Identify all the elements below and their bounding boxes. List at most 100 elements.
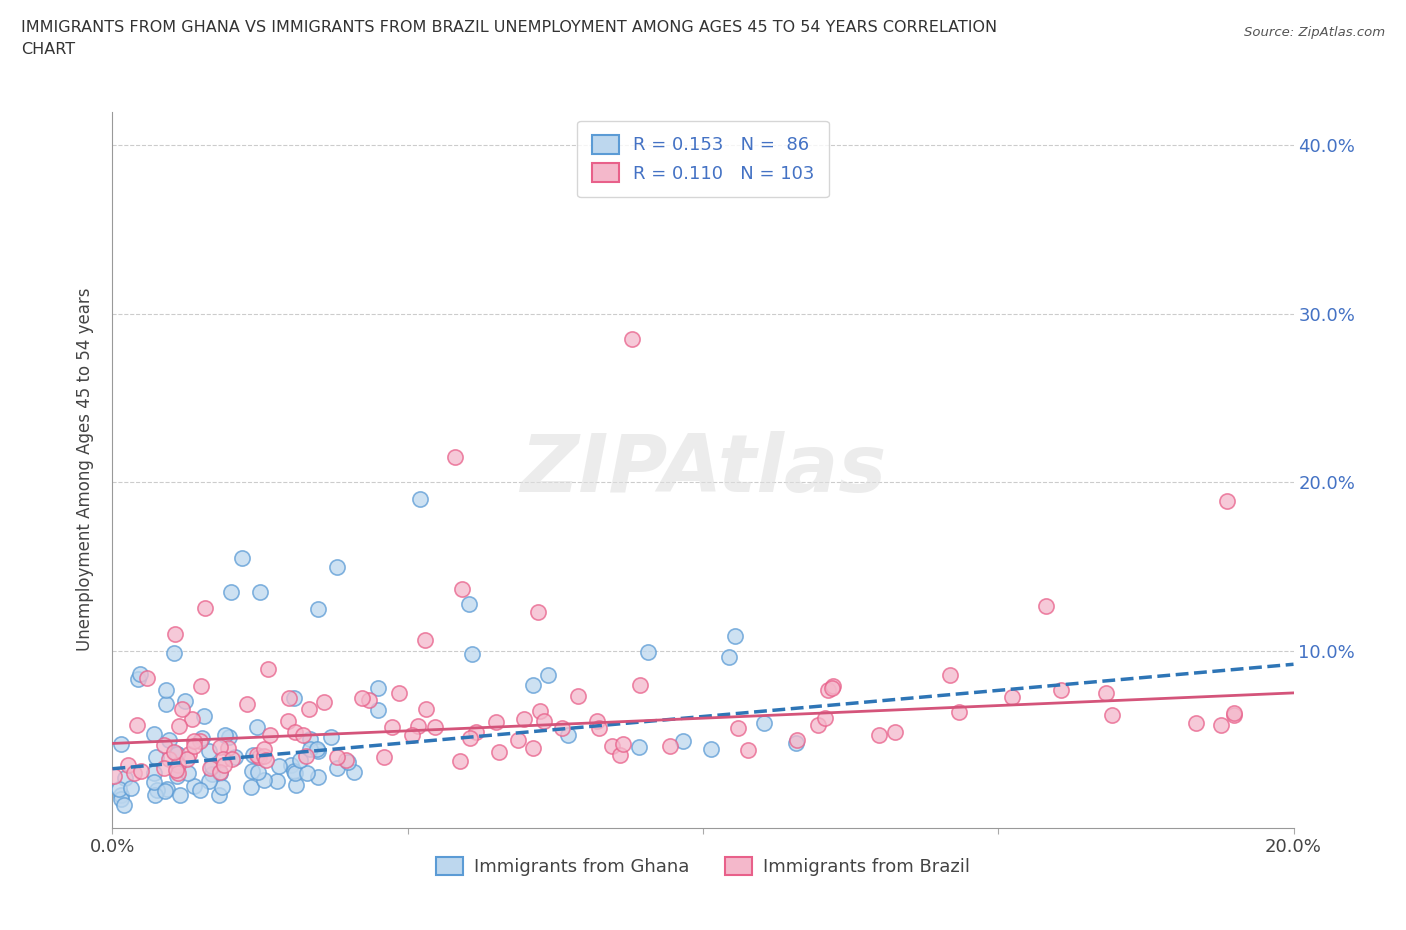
Point (153, 737, 176, 752)
Point (247, 750, 270, 764)
Point (191, 730, 214, 745)
Point (785, 736, 807, 751)
Point (602, 738, 624, 753)
Point (209, 740, 232, 755)
Point (527, 604, 550, 619)
Point (373, 750, 395, 764)
Point (198, 743, 221, 758)
Point (211, 779, 233, 794)
Point (269, 759, 291, 774)
Point (155, 683, 177, 698)
Point (821, 681, 844, 696)
Point (143, 788, 166, 803)
Point (180, 711, 202, 726)
Point (1211, 718, 1233, 733)
Point (465, 724, 488, 739)
Point (246, 764, 269, 779)
Point (718, 649, 741, 664)
Point (190, 678, 212, 693)
Point (120, 780, 142, 795)
Point (157, 732, 180, 747)
Point (170, 701, 193, 716)
Point (165, 763, 187, 777)
Point (201, 758, 224, 773)
Point (217, 740, 239, 755)
Point (1101, 708, 1123, 723)
Point (214, 727, 236, 742)
Point (155, 783, 177, 798)
Point (307, 742, 329, 757)
Point (1184, 715, 1206, 730)
Point (166, 747, 188, 762)
Point (155, 697, 177, 711)
Point (461, 646, 484, 661)
Point (343, 764, 366, 779)
Point (236, 697, 259, 711)
Point (335, 752, 357, 767)
Point (253, 773, 276, 788)
Point (307, 769, 329, 784)
Point (807, 718, 830, 733)
Point (122, 765, 145, 780)
Point (277, 713, 299, 728)
Point (321, 730, 343, 745)
Point (883, 724, 905, 739)
Point (231, 551, 253, 565)
Point (307, 744, 329, 759)
Point (727, 720, 749, 735)
Point (307, 602, 329, 617)
Point (214, 758, 236, 773)
Point (294, 749, 316, 764)
Point (621, 332, 644, 347)
Point (256, 662, 278, 677)
Point (208, 765, 231, 780)
Point (413, 632, 436, 647)
Point (298, 701, 321, 716)
Point (146, 782, 169, 797)
Point (352, 691, 374, 706)
Point (103, 769, 125, 784)
Point (659, 738, 682, 753)
Point (114, 771, 136, 786)
Point (297, 765, 319, 780)
Point (129, 764, 152, 778)
Point (1049, 683, 1071, 698)
Point (513, 711, 536, 726)
Point (1223, 708, 1246, 723)
Point (449, 753, 471, 768)
Point (283, 691, 305, 706)
Point (108, 781, 131, 796)
Point (143, 726, 166, 741)
Point (152, 761, 174, 776)
Point (415, 702, 437, 717)
Point (252, 742, 274, 757)
Point (367, 680, 389, 695)
Point (259, 728, 281, 743)
Point (612, 737, 634, 751)
Point (948, 705, 970, 720)
Point (522, 740, 544, 755)
Point (529, 704, 551, 719)
Point (401, 727, 423, 742)
Point (183, 779, 205, 794)
Point (110, 791, 132, 806)
Point (169, 788, 191, 803)
Point (408, 492, 430, 507)
Text: CHART: CHART (21, 42, 75, 57)
Point (786, 732, 808, 747)
Point (167, 758, 190, 773)
Point (637, 644, 659, 659)
Point (163, 626, 186, 641)
Point (312, 695, 335, 710)
Point (567, 688, 589, 703)
Point (425, 720, 447, 735)
Point (458, 596, 481, 611)
Point (283, 764, 305, 778)
Point (183, 734, 205, 749)
Point (174, 694, 197, 709)
Text: Source: ZipAtlas.com: Source: ZipAtlas.com (1244, 26, 1385, 39)
Point (201, 766, 224, 781)
Point (1215, 494, 1237, 509)
Point (724, 628, 747, 643)
Point (284, 766, 307, 781)
